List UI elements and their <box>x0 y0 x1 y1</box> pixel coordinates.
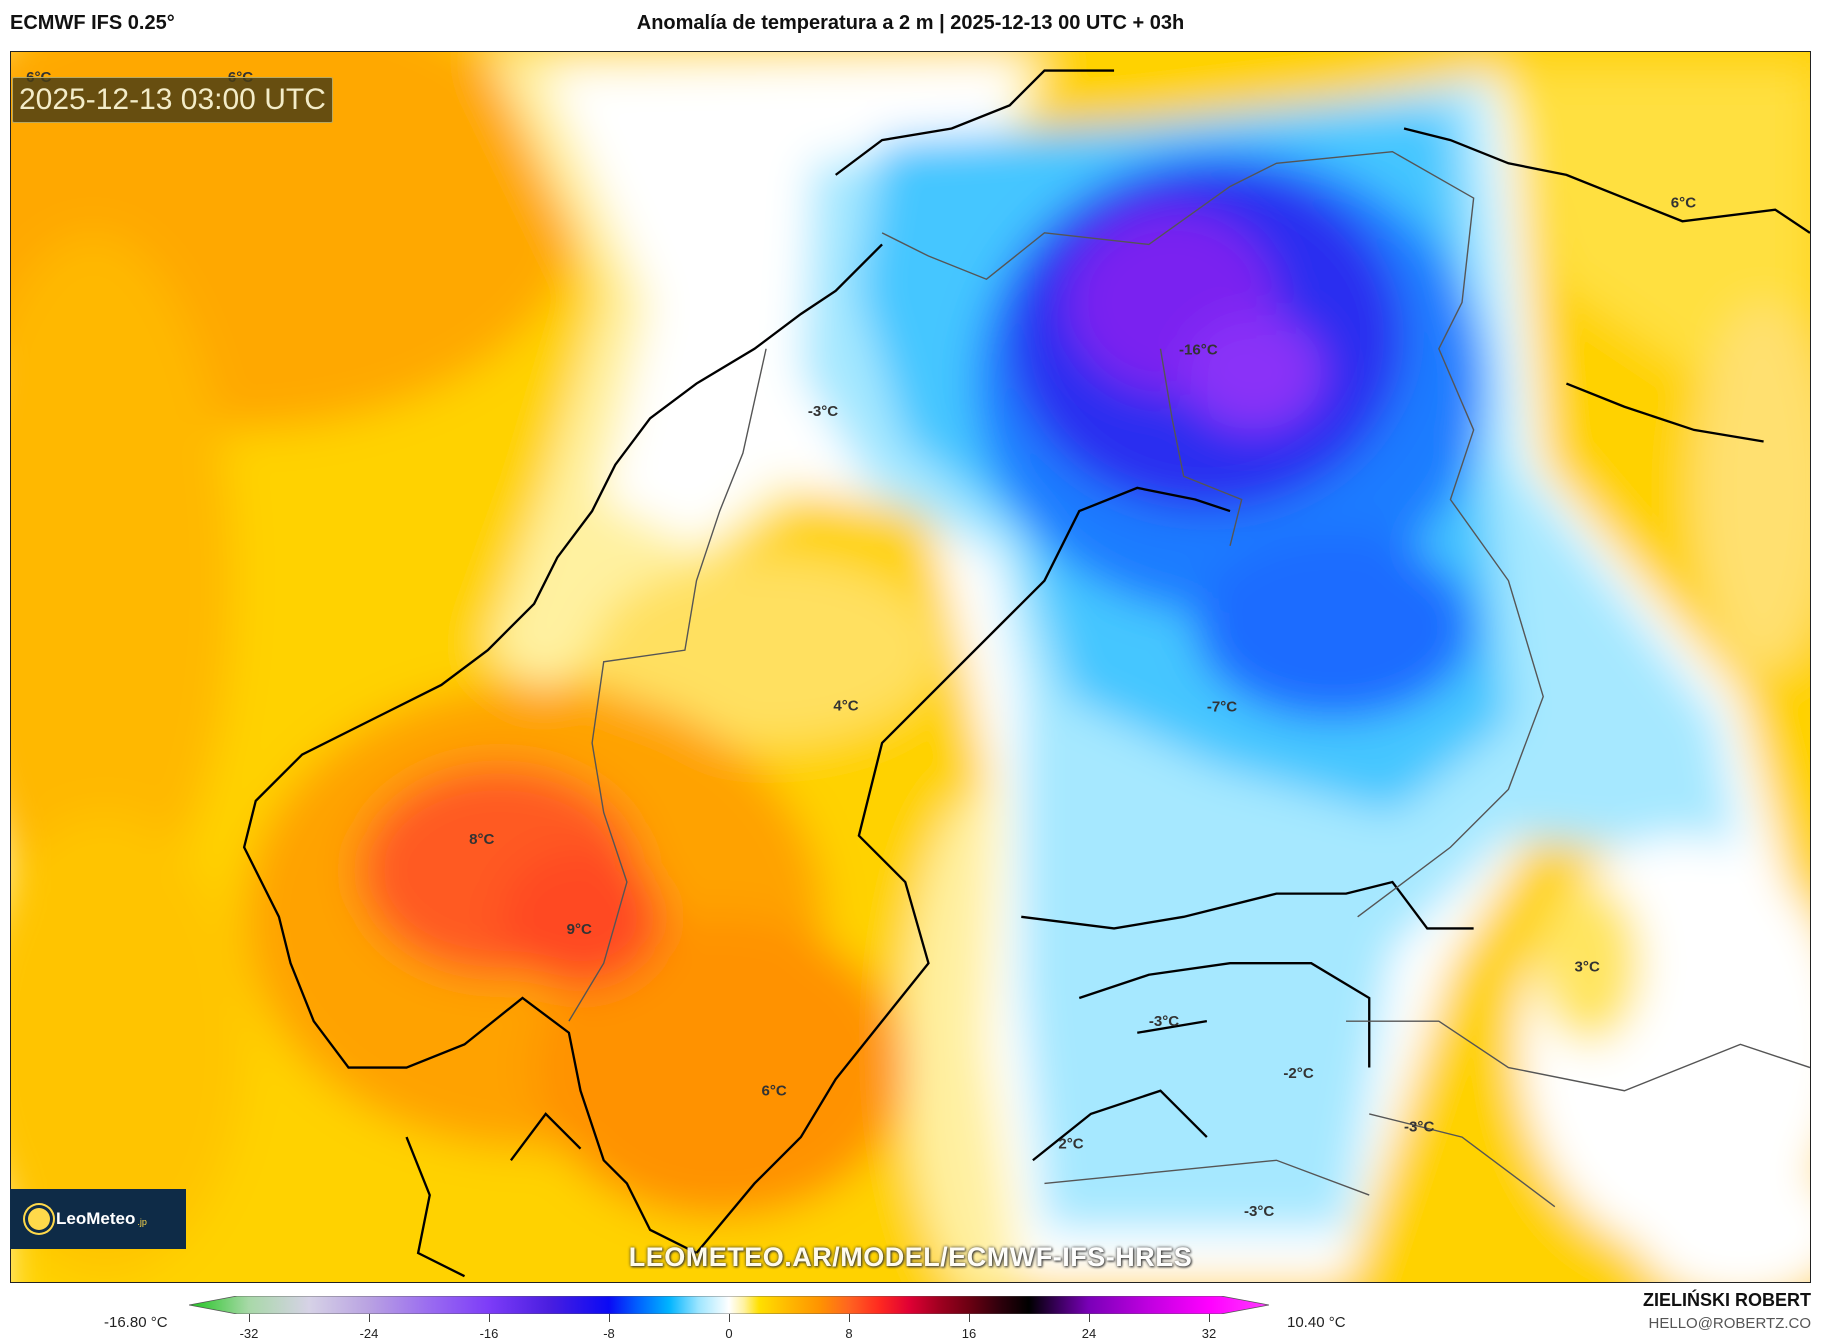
colorbar-tick-label: 24 <box>1081 1326 1097 1341</box>
max-value-label: 10.40 °C <box>1287 1314 1346 1331</box>
colorbar-tick-label: 8 <box>845 1326 853 1341</box>
sun-icon <box>28 1208 50 1230</box>
colorbar-tick-label: 32 <box>1201 1326 1217 1341</box>
min-value-label: -16.80 °C <box>104 1314 168 1331</box>
colorbar-tick-mark <box>249 1314 250 1322</box>
anomaly-field <box>11 52 1810 1282</box>
colorbar-tick-mark <box>969 1314 970 1322</box>
colorbar-ramp <box>189 1296 1269 1314</box>
valid-time-badge: 2025-12-13 03:00 UTC <box>12 77 333 123</box>
colorbar <box>189 1296 1269 1314</box>
colorbar-tick-label: -8 <box>603 1326 615 1341</box>
colorbar-tick-mark <box>849 1314 850 1322</box>
map-label: 3°C <box>1575 958 1600 975</box>
temperature-anomaly-map[interactable]: 6°C 6°C -3°C -16°C 6°C 4°C -7°C 8°C 9°C … <box>10 51 1811 1283</box>
colorbar-tick-label: 16 <box>961 1326 977 1341</box>
colorbar-tick-label: -16 <box>479 1326 499 1341</box>
colorbar-tick-mark <box>729 1314 730 1322</box>
map-label: -16°C <box>1179 342 1218 359</box>
model-name: ECMWF IFS 0.25° <box>10 12 175 34</box>
map-label: -3°C <box>1149 1013 1179 1030</box>
colorbar-tick-mark <box>369 1314 370 1322</box>
colorbar-tick-label: 0 <box>725 1326 733 1341</box>
logo-suffix: .jp <box>137 1217 147 1227</box>
map-label: 6°C <box>1671 194 1696 211</box>
map-label: 9°C <box>567 921 592 938</box>
colorbar-tick-mark <box>1209 1314 1210 1322</box>
colorbar-tick-label: -24 <box>359 1326 379 1341</box>
map-label: -2°C <box>1283 1065 1313 1082</box>
map-label: -3°C <box>808 403 838 420</box>
colorbar-tick-mark <box>609 1314 610 1322</box>
map-label: -7°C <box>1207 699 1237 716</box>
map-label: -3°C <box>1404 1118 1434 1135</box>
map-label: 4°C <box>833 697 858 714</box>
author-email[interactable]: HELLO@ROBERTZ.CO <box>1648 1315 1811 1332</box>
leometeo-logo[interactable]: LeoMeteo .jp <box>10 1189 186 1249</box>
logo-text: LeoMeteo <box>56 1209 136 1228</box>
map-label: -3°C <box>1244 1203 1274 1220</box>
colorbar-tick-label: -32 <box>239 1326 259 1341</box>
chart-title: Anomalía de temperatura a 2 m | 2025-12-… <box>636 12 1185 34</box>
author-name: ZIELIŃSKI ROBERT <box>1642 1290 1811 1310</box>
map-label: 2°C <box>1058 1136 1083 1153</box>
colorbar-tick-mark <box>489 1314 490 1322</box>
watermark-url: LEOMETEO.AR/MODEL/ECMWF-IFS-HRES <box>628 1242 1193 1272</box>
map-label: 6°C <box>761 1082 786 1099</box>
map-label: 8°C <box>469 831 494 848</box>
map-canvas: 6°C 6°C -3°C -16°C 6°C 4°C -7°C 8°C 9°C … <box>11 52 1810 1282</box>
colorbar-tick-mark <box>1089 1314 1090 1322</box>
borders <box>568 150 1810 1208</box>
coastlines <box>242 69 1810 1278</box>
